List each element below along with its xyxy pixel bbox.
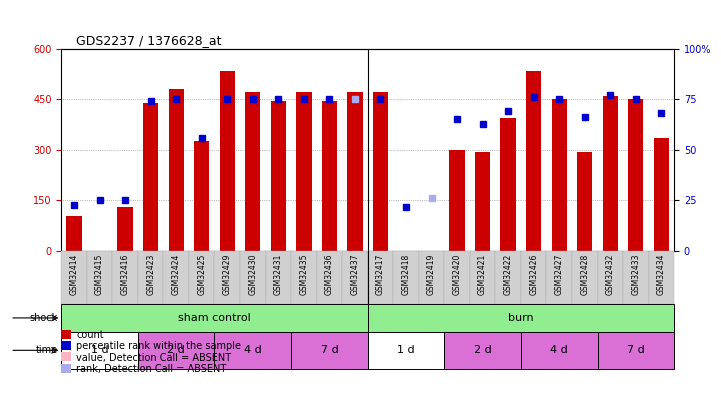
Text: GSM32417: GSM32417 <box>376 254 385 295</box>
Text: shock: shock <box>30 313 58 323</box>
Text: 7 d: 7 d <box>627 345 645 355</box>
Text: GSM32437: GSM32437 <box>350 254 360 295</box>
Bar <box>500 118 516 251</box>
Bar <box>348 92 363 251</box>
Bar <box>291 332 368 369</box>
Bar <box>220 70 235 251</box>
Text: GSM32429: GSM32429 <box>223 254 231 295</box>
Bar <box>245 92 260 251</box>
Text: 2 d: 2 d <box>474 345 492 355</box>
Text: GSM32420: GSM32420 <box>453 254 461 295</box>
Text: percentile rank within the sample: percentile rank within the sample <box>76 341 242 352</box>
Text: 4 d: 4 d <box>244 345 262 355</box>
Bar <box>368 304 674 332</box>
Bar <box>240 251 265 304</box>
Bar <box>649 251 674 304</box>
Text: GSM32433: GSM32433 <box>632 254 640 295</box>
Bar <box>393 251 419 304</box>
Bar <box>521 332 598 369</box>
Text: GSM32418: GSM32418 <box>402 254 410 295</box>
Bar <box>475 151 490 251</box>
Bar <box>521 251 547 304</box>
Bar <box>317 251 342 304</box>
Bar <box>598 332 674 369</box>
Text: GSM32431: GSM32431 <box>274 254 283 295</box>
Text: 4 d: 4 d <box>550 345 568 355</box>
Text: time: time <box>35 345 58 355</box>
Bar <box>368 251 393 304</box>
Bar <box>419 251 444 304</box>
Text: GSM32434: GSM32434 <box>657 254 666 295</box>
Text: GSM32419: GSM32419 <box>427 254 436 295</box>
Text: GSM32422: GSM32422 <box>504 254 513 295</box>
Text: count: count <box>76 330 104 340</box>
Bar <box>66 215 81 251</box>
Text: GSM32426: GSM32426 <box>529 254 538 295</box>
Text: GSM32432: GSM32432 <box>606 254 615 295</box>
Text: value, Detection Call = ABSENT: value, Detection Call = ABSENT <box>76 353 231 363</box>
Text: GSM32423: GSM32423 <box>146 254 155 295</box>
Bar <box>322 101 337 251</box>
Text: 1 d: 1 d <box>91 345 108 355</box>
Bar <box>61 304 368 332</box>
Bar <box>449 150 465 251</box>
Text: GSM32421: GSM32421 <box>478 254 487 295</box>
Text: burn: burn <box>508 313 534 323</box>
Bar <box>598 251 623 304</box>
Text: GSM32436: GSM32436 <box>325 254 334 295</box>
Text: GSM32425: GSM32425 <box>198 254 206 295</box>
Bar <box>603 96 618 251</box>
Bar <box>138 332 215 369</box>
Bar <box>189 251 215 304</box>
Bar <box>572 251 598 304</box>
Text: 7 d: 7 d <box>321 345 338 355</box>
Bar <box>61 251 87 304</box>
Bar <box>444 332 521 369</box>
Bar <box>628 99 644 251</box>
Bar <box>61 332 138 369</box>
Text: GDS2237 / 1376628_at: GDS2237 / 1376628_at <box>76 34 221 47</box>
Text: 1 d: 1 d <box>397 345 415 355</box>
Bar <box>495 251 521 304</box>
Bar <box>118 207 133 251</box>
Text: rank, Detection Call = ABSENT: rank, Detection Call = ABSENT <box>76 364 226 374</box>
Text: 2 d: 2 d <box>167 345 185 355</box>
Text: GSM32435: GSM32435 <box>299 254 309 295</box>
Bar <box>138 251 164 304</box>
Bar <box>577 151 593 251</box>
Bar <box>373 92 388 251</box>
Bar <box>143 102 159 251</box>
Bar <box>547 251 572 304</box>
Bar <box>552 99 567 251</box>
Bar <box>368 332 444 369</box>
Text: GSM32416: GSM32416 <box>120 254 130 295</box>
Bar <box>215 251 240 304</box>
Bar <box>623 251 649 304</box>
Text: sham control: sham control <box>178 313 251 323</box>
Bar <box>194 141 209 251</box>
Bar <box>270 101 286 251</box>
Bar <box>296 92 311 251</box>
Bar <box>470 251 495 304</box>
Bar <box>291 251 317 304</box>
Bar <box>654 138 669 251</box>
Text: GSM32428: GSM32428 <box>580 254 589 295</box>
Text: GSM32427: GSM32427 <box>554 254 564 295</box>
Bar <box>526 70 541 251</box>
Bar <box>112 251 138 304</box>
Bar <box>164 251 189 304</box>
Text: GSM32430: GSM32430 <box>248 254 257 295</box>
Text: GSM32424: GSM32424 <box>172 254 181 295</box>
Bar <box>342 251 368 304</box>
Bar <box>265 251 291 304</box>
Text: GSM32414: GSM32414 <box>69 254 79 295</box>
Bar <box>215 332 291 369</box>
Bar <box>87 251 112 304</box>
Bar <box>169 89 184 251</box>
Bar <box>444 251 470 304</box>
Text: GSM32415: GSM32415 <box>95 254 104 295</box>
